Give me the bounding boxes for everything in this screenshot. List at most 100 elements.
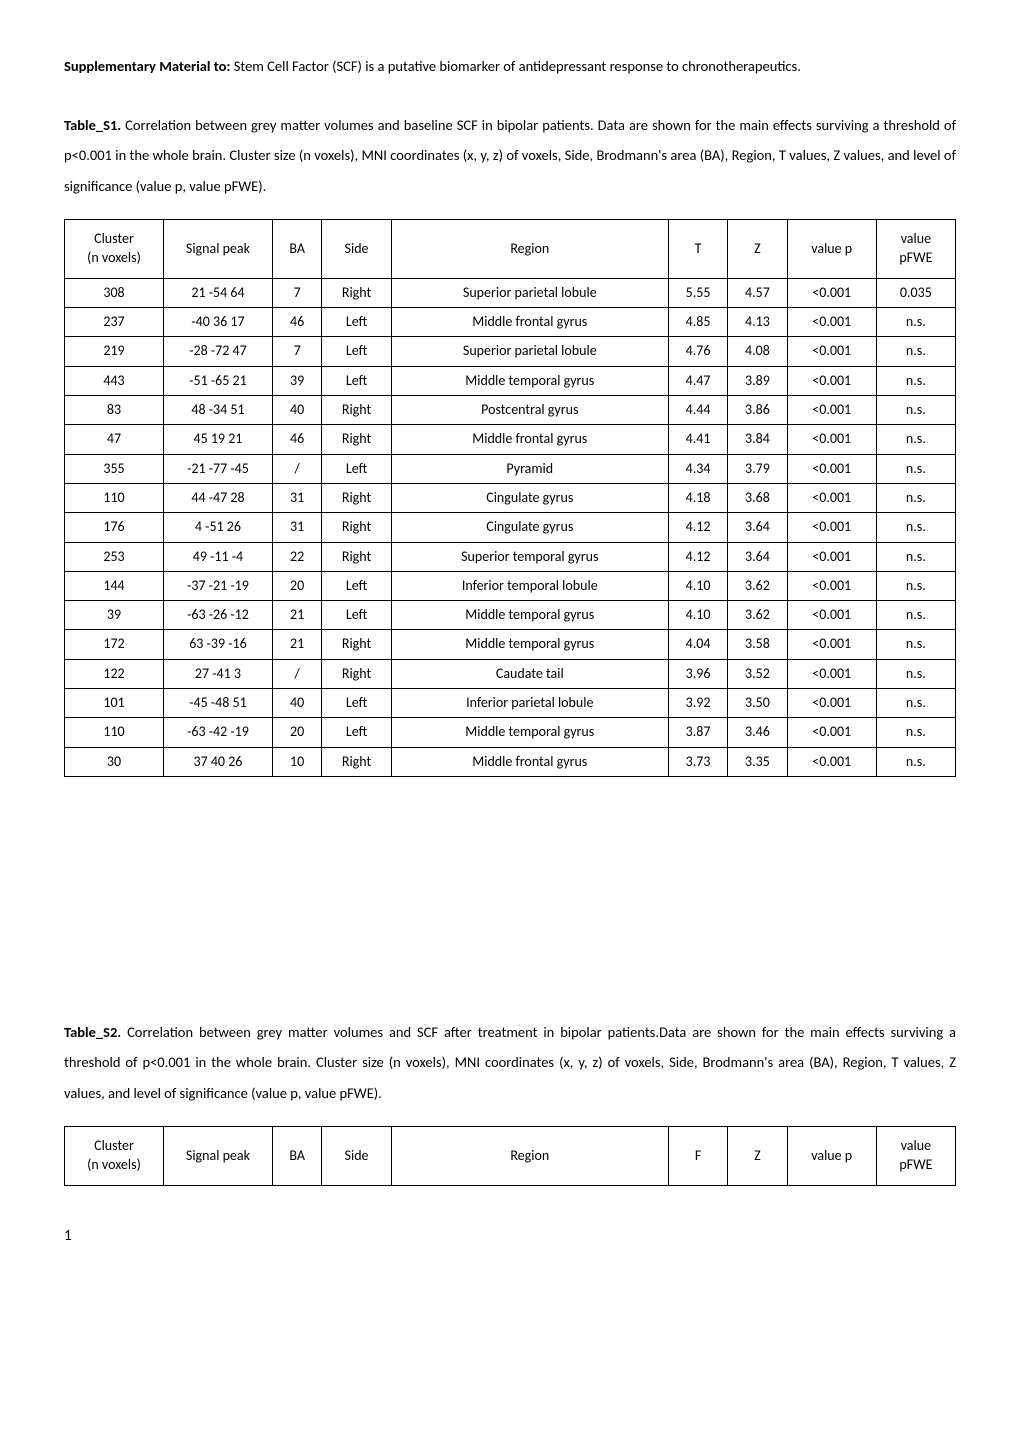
table-cell: Middle frontal gyrus — [391, 425, 668, 454]
table-s2-col-header: value p — [787, 1127, 876, 1186]
table-cell: 3.96 — [668, 659, 727, 688]
table-cell: 3.64 — [728, 513, 787, 542]
table-cell: Inferior temporal lobule — [391, 571, 668, 600]
table-s1-col-header: valuepFWE — [876, 220, 955, 279]
table-cell: Middle frontal gyrus — [391, 308, 668, 337]
table-cell: 31 — [272, 483, 322, 512]
table-cell: Cingulate gyrus — [391, 483, 668, 512]
table-cell: 83 — [65, 396, 164, 425]
table-s1-col-header: Region — [391, 220, 668, 279]
table-cell: Right — [322, 659, 391, 688]
table-cell: Pyramid — [391, 454, 668, 483]
table-cell: Superior parietal lobule — [391, 337, 668, 366]
table-cell: 39 — [65, 601, 164, 630]
intro-label: Supplementary Material to: — [64, 57, 230, 75]
table-cell: -21 -77 -45 — [164, 454, 273, 483]
table-row: 12227 -41 3/RightCaudate tail3.963.52<0.… — [65, 659, 956, 688]
table-cell: -28 -72 47 — [164, 337, 273, 366]
table-cell: n.s. — [876, 571, 955, 600]
table-cell: 10 — [272, 747, 322, 776]
table-s1-col-header: Signal peak — [164, 220, 273, 279]
table-s1: Cluster(n voxels)Signal peakBASideRegion… — [64, 219, 956, 777]
table-cell: <0.001 — [787, 396, 876, 425]
table-cell: 20 — [272, 571, 322, 600]
table-cell: 3.62 — [728, 571, 787, 600]
table-s1-caption-label: Table_S1. — [64, 116, 121, 134]
table-s2: Cluster(n voxels)Signal peakBASideRegion… — [64, 1126, 956, 1186]
table-row: 219-28 -72 477LeftSuperior parietal lobu… — [65, 337, 956, 366]
table-cell: 4.13 — [728, 308, 787, 337]
table-cell: / — [272, 454, 322, 483]
table-cell: <0.001 — [787, 659, 876, 688]
table-s2-col-header: Cluster(n voxels) — [65, 1127, 164, 1186]
table-cell: 44 -47 28 — [164, 483, 273, 512]
table-cell: Right — [322, 483, 391, 512]
table-cell: <0.001 — [787, 747, 876, 776]
table-cell: 21 -54 64 — [164, 278, 273, 307]
spacer — [64, 807, 956, 1017]
table-cell: 4.08 — [728, 337, 787, 366]
table-cell: 0.035 — [876, 278, 955, 307]
table-s2-head: Cluster(n voxels)Signal peakBASideRegion… — [65, 1127, 956, 1186]
table-cell: n.s. — [876, 366, 955, 395]
table-cell: Right — [322, 513, 391, 542]
table-cell: n.s. — [876, 659, 955, 688]
table-cell: 144 — [65, 571, 164, 600]
table-cell: 47 — [65, 425, 164, 454]
table-s2-col-header: F — [668, 1127, 727, 1186]
table-s1-body: 30821 -54 647RightSuperior parietal lobu… — [65, 278, 956, 776]
table-row: 237-40 36 1746LeftMiddle frontal gyrus4.… — [65, 308, 956, 337]
table-cell: Superior temporal gyrus — [391, 542, 668, 571]
table-cell: 253 — [65, 542, 164, 571]
table-cell: n.s. — [876, 425, 955, 454]
table-cell: <0.001 — [787, 542, 876, 571]
table-row: 1764 -51 2631RightCingulate gyrus4.123.6… — [65, 513, 956, 542]
table-s2-header-row: Cluster(n voxels)Signal peakBASideRegion… — [65, 1127, 956, 1186]
table-cell: Caudate tail — [391, 659, 668, 688]
table-cell: 5.55 — [668, 278, 727, 307]
table-cell: 4.47 — [668, 366, 727, 395]
table-cell: n.s. — [876, 396, 955, 425]
table-cell: 46 — [272, 425, 322, 454]
table-cell: / — [272, 659, 322, 688]
table-s1-head: Cluster(n voxels)Signal peakBASideRegion… — [65, 220, 956, 279]
table-cell: Left — [322, 308, 391, 337]
table-cell: 3.52 — [728, 659, 787, 688]
table-cell: 37 40 26 — [164, 747, 273, 776]
table-cell: 30 — [65, 747, 164, 776]
table-row: 355-21 -77 -45/LeftPyramid4.343.79<0.001… — [65, 454, 956, 483]
table-s1-col-header: Cluster(n voxels) — [65, 220, 164, 279]
table-cell: Right — [322, 747, 391, 776]
table-s1-col-header: Z — [728, 220, 787, 279]
table-row: 30821 -54 647RightSuperior parietal lobu… — [65, 278, 956, 307]
table-s2-col-header: Region — [391, 1127, 668, 1186]
table-cell: 7 — [272, 337, 322, 366]
table-cell: 4.10 — [668, 571, 727, 600]
table-cell: <0.001 — [787, 571, 876, 600]
table-cell: 4.10 — [668, 601, 727, 630]
table-cell: 4.04 — [668, 630, 727, 659]
table-cell: 21 — [272, 630, 322, 659]
table-cell: -37 -21 -19 — [164, 571, 273, 600]
table-cell: Left — [322, 454, 391, 483]
table-cell: n.s. — [876, 747, 955, 776]
table-cell: n.s. — [876, 454, 955, 483]
table-cell: Left — [322, 601, 391, 630]
table-cell: <0.001 — [787, 366, 876, 395]
table-s2-col-header: valuepFWE — [876, 1127, 955, 1186]
table-s1-col-header: T — [668, 220, 727, 279]
table-cell: Right — [322, 630, 391, 659]
table-row: 17263 -39 -1621RightMiddle temporal gyru… — [65, 630, 956, 659]
table-cell: 3.50 — [728, 689, 787, 718]
table-row: 39-63 -26 -1221LeftMiddle temporal gyrus… — [65, 601, 956, 630]
table-cell: 110 — [65, 718, 164, 747]
table-s1-col-header: Side — [322, 220, 391, 279]
table-cell: n.s. — [876, 542, 955, 571]
table-row: 25349 -11 -422RightSuperior temporal gyr… — [65, 542, 956, 571]
table-cell: Right — [322, 396, 391, 425]
table-cell: -63 -26 -12 — [164, 601, 273, 630]
table-cell: 45 19 21 — [164, 425, 273, 454]
table-cell: 3.58 — [728, 630, 787, 659]
page-number: 1 — [64, 1226, 956, 1248]
table-cell: 443 — [65, 366, 164, 395]
